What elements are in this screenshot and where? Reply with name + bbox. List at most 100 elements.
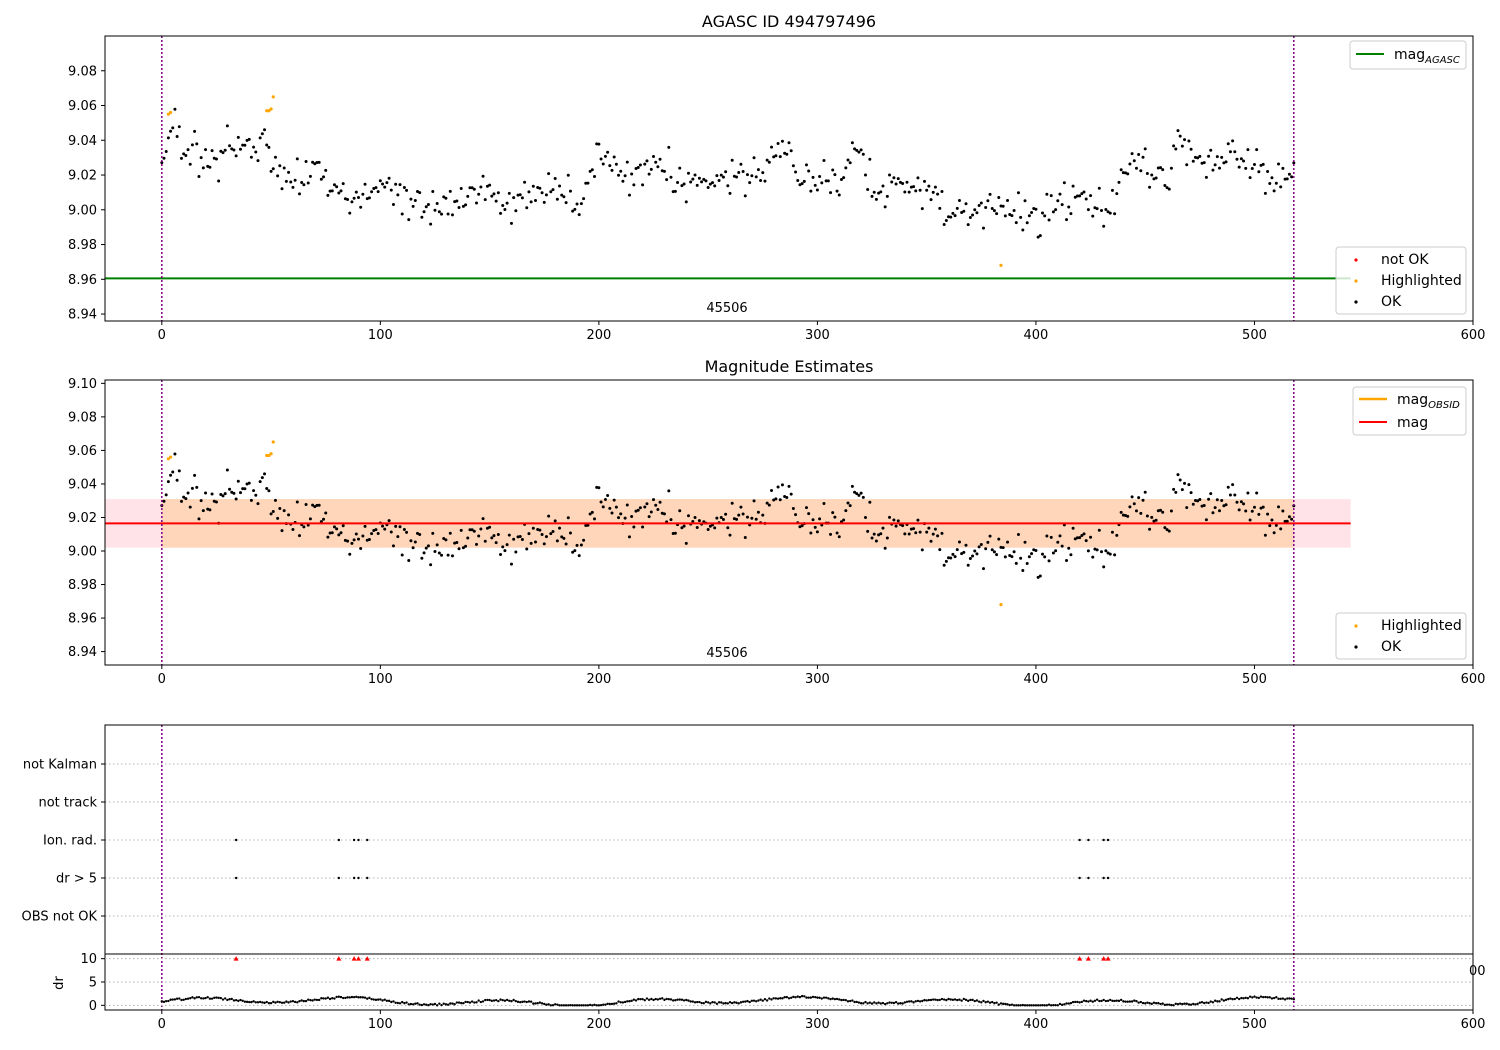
data-point <box>794 513 798 517</box>
data-point <box>1174 147 1178 151</box>
dr-point <box>593 1003 596 1006</box>
data-point <box>437 551 441 555</box>
dr-point <box>213 996 216 999</box>
dr-point <box>444 1003 448 1006</box>
data-point <box>1003 555 1007 559</box>
data-point <box>1047 559 1051 563</box>
data-point <box>1045 192 1049 196</box>
data-point <box>1121 513 1125 517</box>
data-point <box>1279 185 1283 189</box>
data-point <box>800 182 804 186</box>
data-point <box>684 541 688 545</box>
dr-point <box>1034 1004 1038 1007</box>
data-point <box>1110 188 1114 192</box>
p1-data <box>105 36 1351 321</box>
data-point <box>1231 483 1235 487</box>
dr-point <box>573 1004 577 1007</box>
data-point <box>287 513 291 517</box>
dr-point <box>709 1002 712 1005</box>
data-point <box>804 506 808 510</box>
flag-category-label: not Kalman <box>23 758 97 773</box>
data-point <box>1067 546 1071 550</box>
data-point <box>507 191 511 195</box>
dr-point <box>765 999 769 1002</box>
data-point <box>328 189 332 193</box>
data-point <box>610 511 614 515</box>
data-point <box>1143 490 1147 494</box>
data-point <box>728 533 732 537</box>
data-point <box>859 491 863 495</box>
data-point <box>1034 207 1038 211</box>
data-point <box>553 519 557 523</box>
dr-point <box>1255 996 1258 999</box>
data-point <box>193 129 197 133</box>
data-point <box>1233 493 1237 497</box>
data-point <box>863 173 867 177</box>
dr-point <box>750 999 754 1003</box>
data-point <box>1016 533 1020 537</box>
dr-point <box>315 998 319 1002</box>
data-point <box>1099 550 1103 554</box>
dr-point <box>964 998 968 1002</box>
dr-point <box>938 998 941 1002</box>
dr-point <box>1270 997 1274 1000</box>
data-point <box>857 150 861 154</box>
data-point <box>505 201 509 205</box>
dr-point <box>162 1000 166 1004</box>
data-point <box>1196 499 1200 503</box>
data-point <box>697 176 701 180</box>
data-point <box>1054 549 1058 553</box>
data-point <box>1001 204 1005 208</box>
data-point <box>249 155 253 159</box>
data-point <box>1030 211 1034 215</box>
data-point <box>1204 175 1208 179</box>
dr-point <box>1063 1003 1066 1006</box>
data-point <box>855 492 859 496</box>
data-point <box>1165 186 1169 190</box>
data-point <box>931 532 935 536</box>
dr-point <box>1235 996 1239 999</box>
data-point <box>715 174 719 178</box>
data-point <box>1060 203 1064 207</box>
flag-point <box>352 876 356 880</box>
data-point <box>671 532 675 536</box>
x-tick-label: 300 <box>805 1017 830 1032</box>
dr-point <box>245 1000 249 1004</box>
data-point <box>1139 511 1143 515</box>
data-point <box>955 548 959 552</box>
data-point <box>1283 177 1287 181</box>
data-point <box>960 552 964 556</box>
dr-point <box>737 1002 740 1005</box>
data-point <box>304 502 308 506</box>
data-point <box>949 215 953 219</box>
data-point <box>1218 166 1222 170</box>
dr-point <box>1122 1000 1125 1003</box>
y-tick-label: 8.96 <box>68 273 97 288</box>
data-point <box>236 479 240 483</box>
dr-point <box>529 1000 533 1003</box>
data-point <box>861 152 865 156</box>
dr-point <box>291 999 295 1003</box>
dr-point <box>328 997 332 1001</box>
dr-point <box>962 997 966 1001</box>
data-point <box>940 189 944 193</box>
data-point <box>706 527 710 531</box>
data-point <box>684 200 688 204</box>
data-point <box>308 174 312 178</box>
dr-point <box>715 1002 719 1005</box>
data-point <box>383 185 387 189</box>
dr-point <box>394 1001 397 1004</box>
data-point <box>686 514 690 518</box>
dr-point <box>1074 1000 1077 1004</box>
data-point <box>374 528 378 532</box>
data-point <box>1167 187 1171 191</box>
data-point <box>953 214 957 218</box>
dr-point <box>894 1001 898 1004</box>
data-point <box>258 480 262 484</box>
dr-point <box>641 997 644 1001</box>
dr-point <box>1244 996 1247 1000</box>
dr-point <box>580 1004 583 1007</box>
data-point <box>702 177 706 181</box>
data-point <box>560 535 564 539</box>
